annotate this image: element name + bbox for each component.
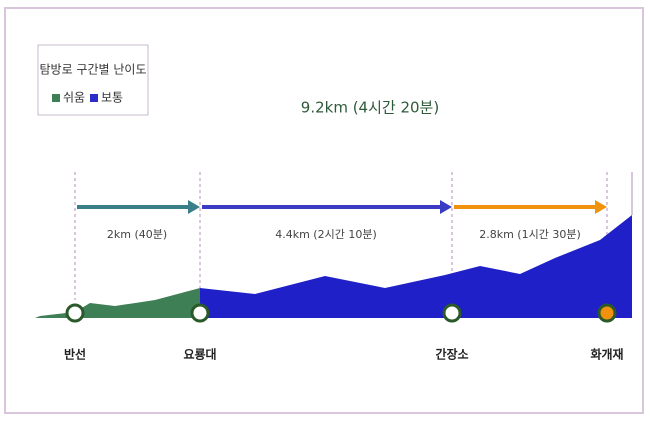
station-label: 화개재 <box>590 347 623 362</box>
segment-label: 2.8km (1시간 30분) <box>479 228 581 241</box>
legend-box <box>37 44 149 116</box>
dividers <box>74 172 608 300</box>
stations <box>65 303 617 323</box>
legend-item: 쉬움 <box>63 91 85 105</box>
segment-label: 2km (40분) <box>107 228 167 241</box>
legend-swatch <box>90 94 98 102</box>
station-label: 간장소 <box>435 347 468 362</box>
legend-item: 보통 <box>101 91 123 105</box>
station-label: 반선 <box>64 347 86 362</box>
arrow-head <box>440 200 452 214</box>
total-distance: 9.2km (4시간 20분) <box>301 99 439 117</box>
normal-profile <box>200 215 632 318</box>
legend-title: 탐방로 구간별 난이도 <box>40 63 147 77</box>
arrow-head <box>188 200 200 214</box>
legend-swatch <box>52 94 60 102</box>
station-label: 요룡대 <box>183 347 216 362</box>
segment-label: 4.4km (2시간 10분) <box>275 228 377 241</box>
easy-profile <box>35 288 200 318</box>
arrow-head <box>595 200 607 214</box>
